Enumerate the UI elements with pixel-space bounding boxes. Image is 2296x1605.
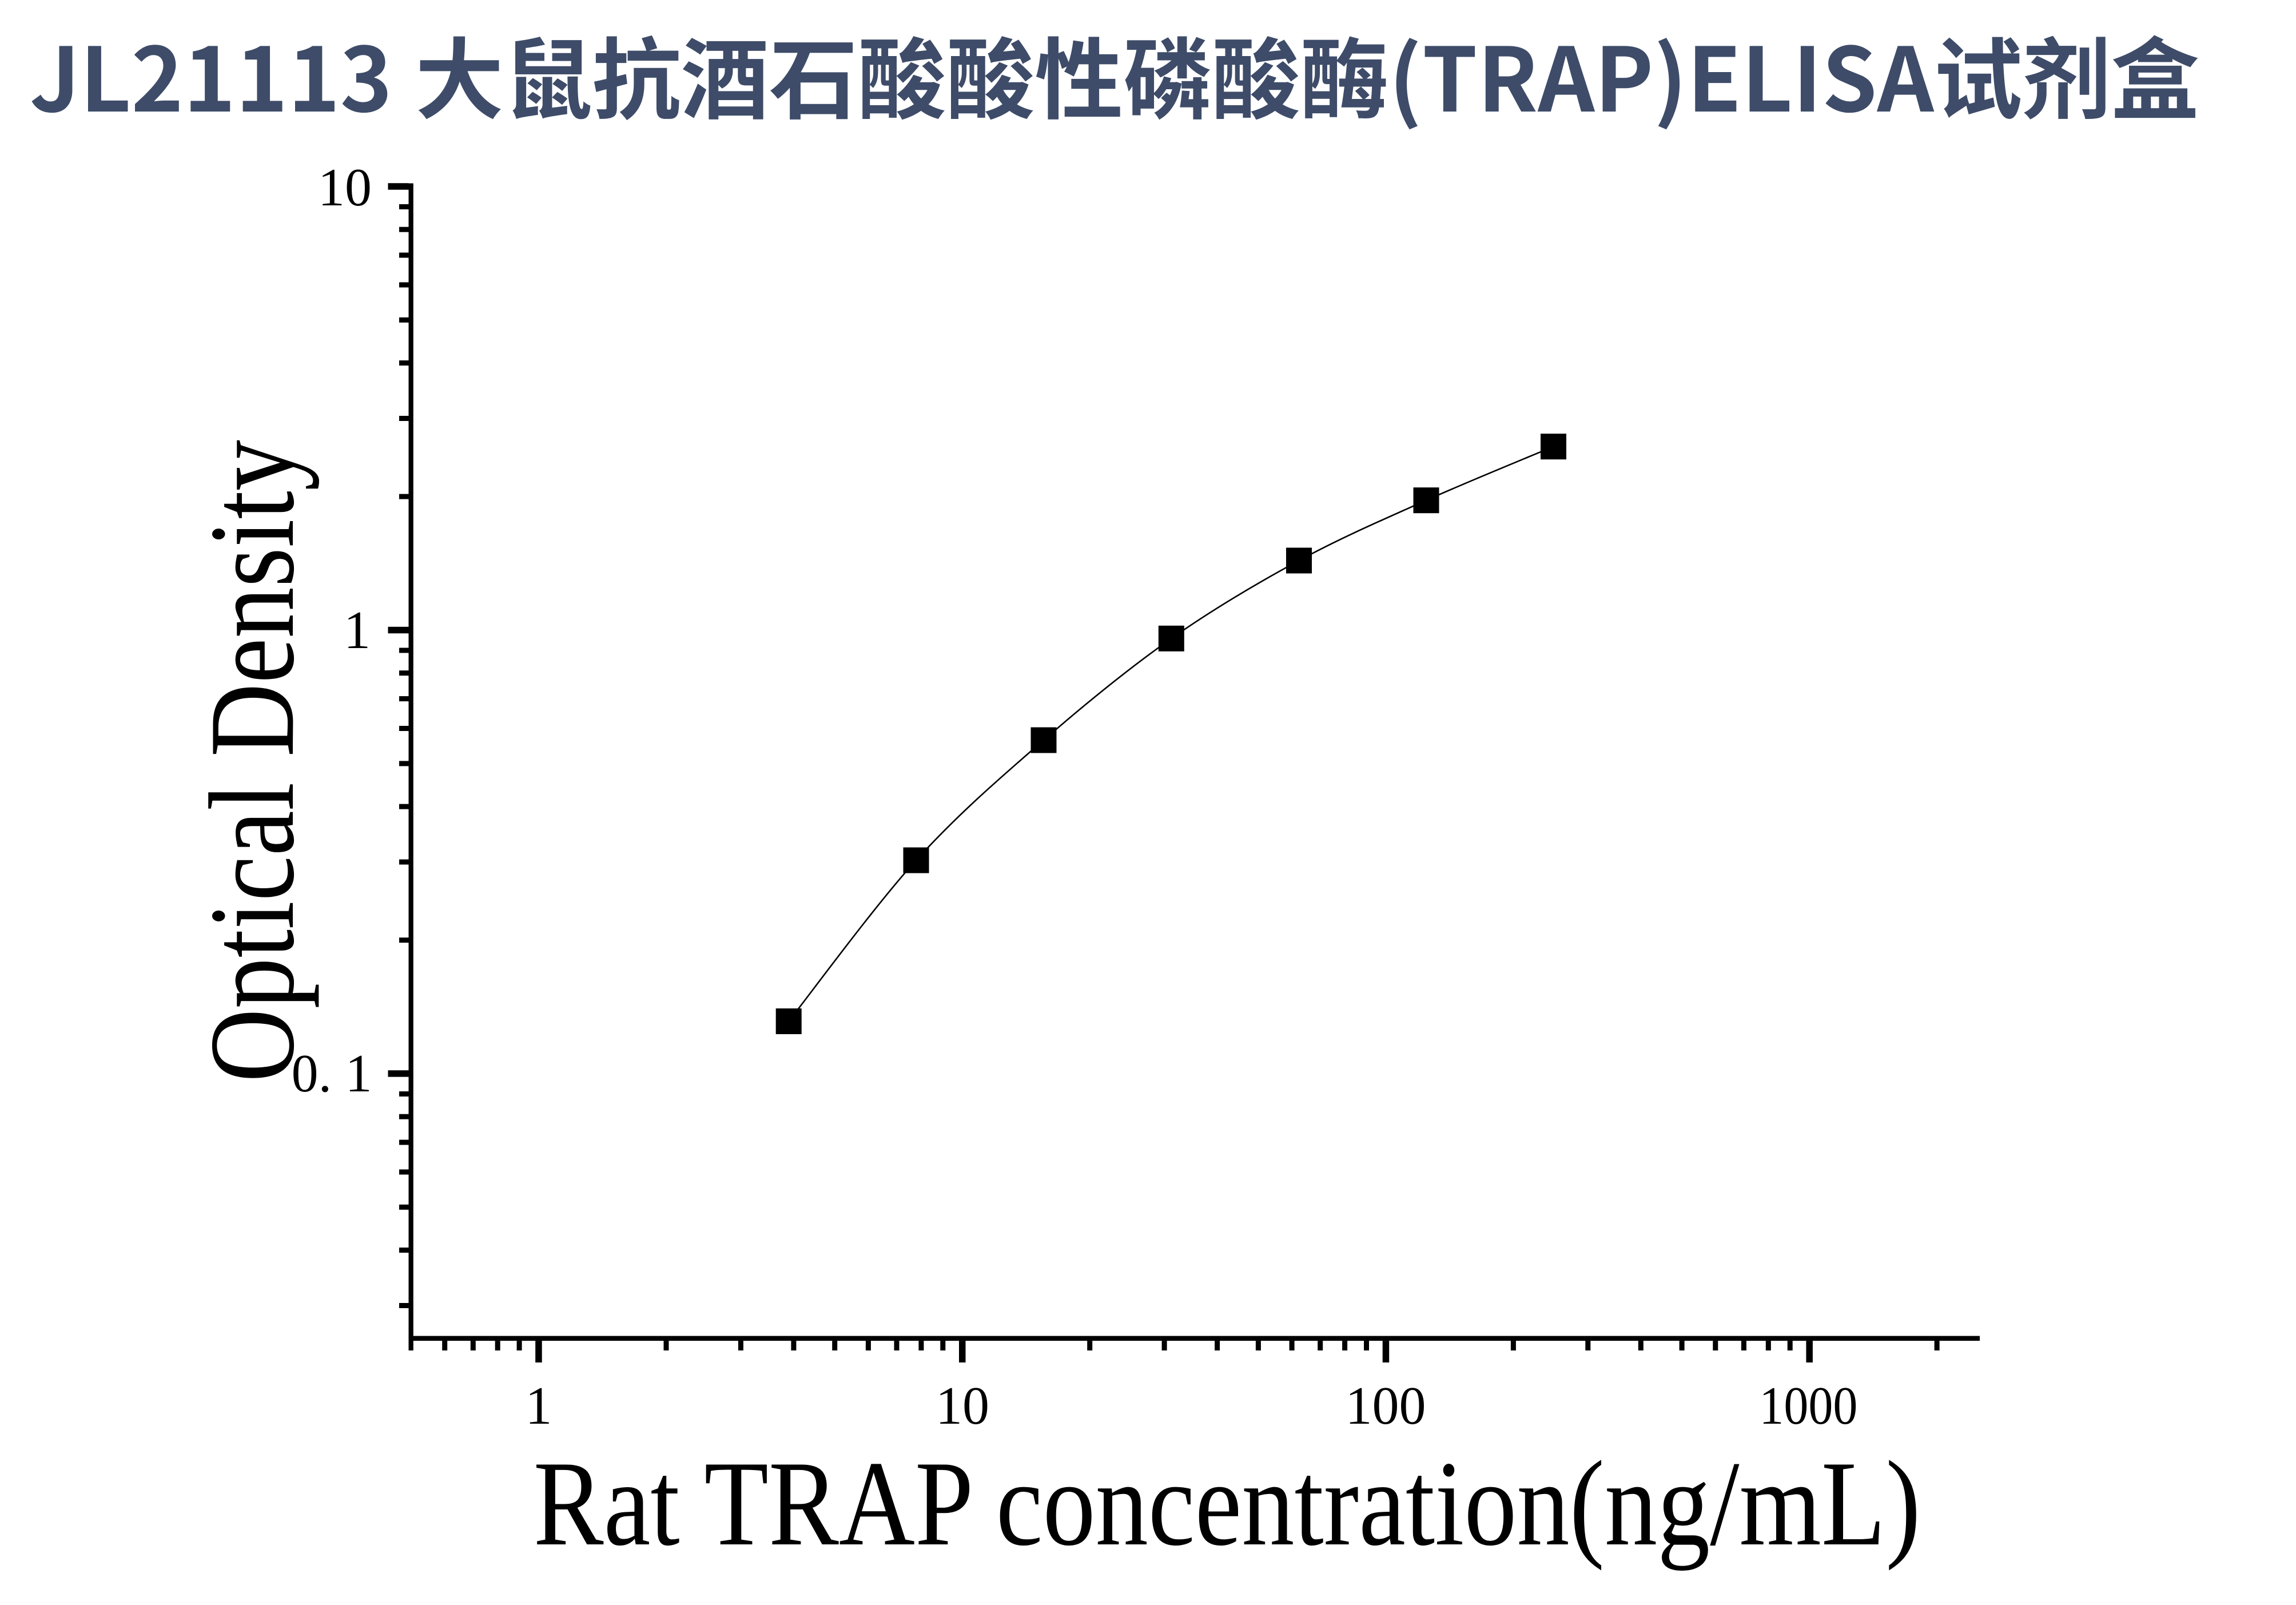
svg-text:10: 10: [318, 158, 372, 217]
svg-text:10: 10: [936, 1376, 989, 1436]
svg-text:100: 100: [1346, 1376, 1426, 1436]
svg-text:1: 1: [344, 601, 371, 660]
svg-text:1: 1: [526, 1376, 552, 1436]
svg-text:0. 1: 0. 1: [292, 1044, 372, 1103]
svg-text:Rat TRAP concentration(ng/mL): Rat TRAP concentration(ng/mL): [534, 1437, 1921, 1571]
svg-text:1000: 1000: [1759, 1377, 1857, 1436]
svg-text:Optical Density: Optical Density: [185, 440, 319, 1082]
